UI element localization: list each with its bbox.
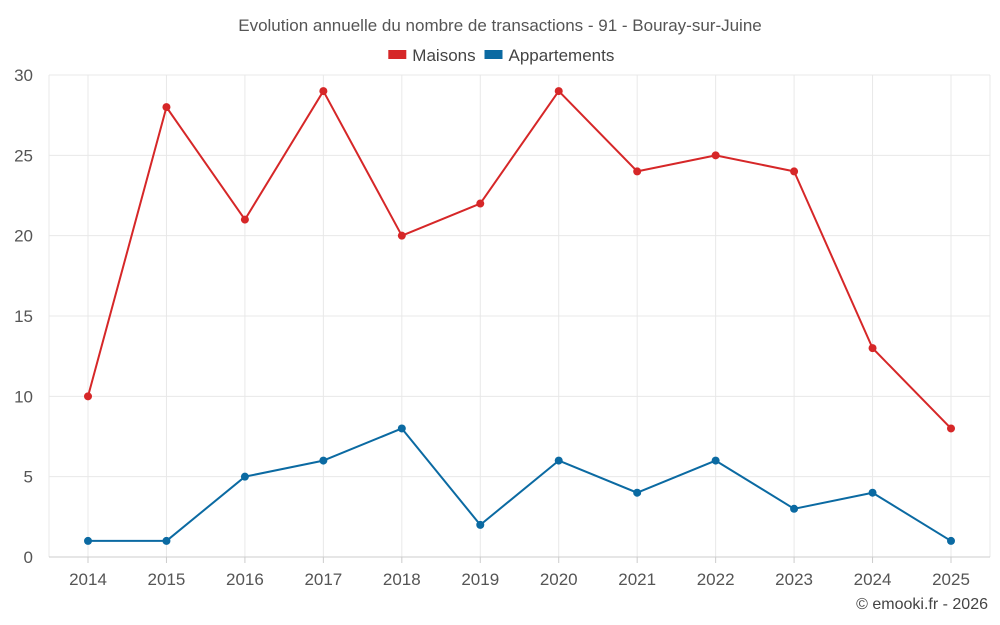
legend-label: Maisons	[412, 46, 475, 65]
grid	[48, 74, 991, 558]
chart-title: Evolution annuelle du nombre de transact…	[238, 16, 762, 35]
series-line	[88, 427, 952, 542]
x-tick-label: 2019	[461, 570, 499, 589]
y-axis-ticks: 0 5 10 15 20 25 30	[14, 66, 33, 567]
legend-swatch	[388, 50, 407, 59]
data-point[interactable]	[397, 231, 406, 240]
series-line	[87, 90, 952, 430]
series-group	[84, 87, 955, 545]
data-point[interactable]	[711, 456, 720, 465]
data-point[interactable]	[868, 488, 877, 497]
y-tick-label: 0	[24, 548, 33, 567]
data-point[interactable]	[554, 87, 563, 96]
x-tick-label: 2020	[540, 570, 578, 589]
x-tick-label: 2015	[148, 570, 186, 589]
series-appartements	[84, 424, 955, 545]
data-point[interactable]	[319, 87, 328, 96]
legend-item-maisons[interactable]: Maisons	[388, 46, 476, 65]
y-tick-label: 15	[14, 307, 33, 326]
data-point[interactable]	[240, 472, 249, 481]
x-tick-label: 2025	[932, 570, 970, 589]
data-point[interactable]	[947, 536, 955, 545]
data-point[interactable]	[790, 504, 799, 513]
x-tick-label: 2017	[304, 570, 342, 589]
y-tick-label: 10	[14, 387, 33, 406]
legend-swatch	[484, 50, 503, 59]
data-point[interactable]	[476, 520, 485, 529]
data-point[interactable]	[84, 536, 92, 545]
data-point[interactable]	[476, 199, 485, 208]
series-maisons	[84, 87, 955, 433]
data-point[interactable]	[554, 456, 563, 465]
data-point[interactable]	[633, 488, 642, 497]
legend: Maisons Appartements	[388, 46, 614, 65]
x-tick-label: 2014	[69, 570, 107, 589]
y-tick-label: 20	[14, 227, 33, 246]
legend-label: Appartements	[509, 46, 615, 65]
x-tick-label: 2024	[854, 570, 892, 589]
x-tick-label: 2021	[618, 570, 656, 589]
x-axis-ticks: 2014 2015 2016 2017 2018 2019 2020 2021 2022 2023…	[69, 557, 970, 589]
data-point[interactable]	[790, 167, 799, 176]
data-point[interactable]	[240, 215, 249, 224]
data-point[interactable]	[633, 167, 642, 176]
credit-text: © emooki.fr - 2026	[856, 596, 988, 613]
data-point[interactable]	[947, 424, 955, 433]
x-tick-label: 2016	[226, 570, 264, 589]
data-point[interactable]	[162, 103, 171, 112]
x-tick-label: 2018	[383, 570, 421, 589]
y-tick-label: 25	[14, 146, 33, 165]
legend-item-appartements[interactable]: Appartements	[484, 46, 615, 65]
data-point[interactable]	[162, 536, 171, 545]
data-point[interactable]	[84, 392, 92, 401]
data-point[interactable]	[868, 344, 877, 353]
data-point[interactable]	[319, 456, 328, 465]
data-point[interactable]	[711, 151, 720, 160]
y-tick-label: 30	[14, 66, 33, 85]
x-tick-label: 2022	[697, 570, 735, 589]
x-tick-label: 2023	[775, 570, 813, 589]
data-point[interactable]	[397, 424, 406, 433]
y-tick-label: 5	[24, 468, 33, 487]
